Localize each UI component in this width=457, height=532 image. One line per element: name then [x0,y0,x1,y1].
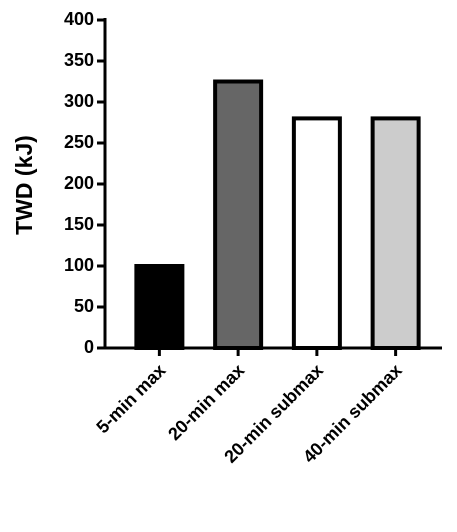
y-tick-label: 150 [64,214,94,234]
y-tick-label: 200 [64,173,94,193]
bar [134,264,185,350]
bar [291,116,342,351]
y-tick-label: 300 [64,91,94,111]
y-tick-label: 100 [64,255,94,275]
bar [370,116,421,351]
y-tick-label: 400 [64,9,94,29]
x-tick-label: 5-min max [92,360,169,437]
y-tick-label: 250 [64,132,94,152]
y-tick-label: 50 [74,296,94,316]
y-axis-label: TWD (kJ) [11,135,37,235]
y-tick-label: 0 [84,337,94,357]
x-tick-label: 20-min max [164,360,248,444]
y-tick-label: 350 [64,50,94,70]
bar [213,79,264,350]
